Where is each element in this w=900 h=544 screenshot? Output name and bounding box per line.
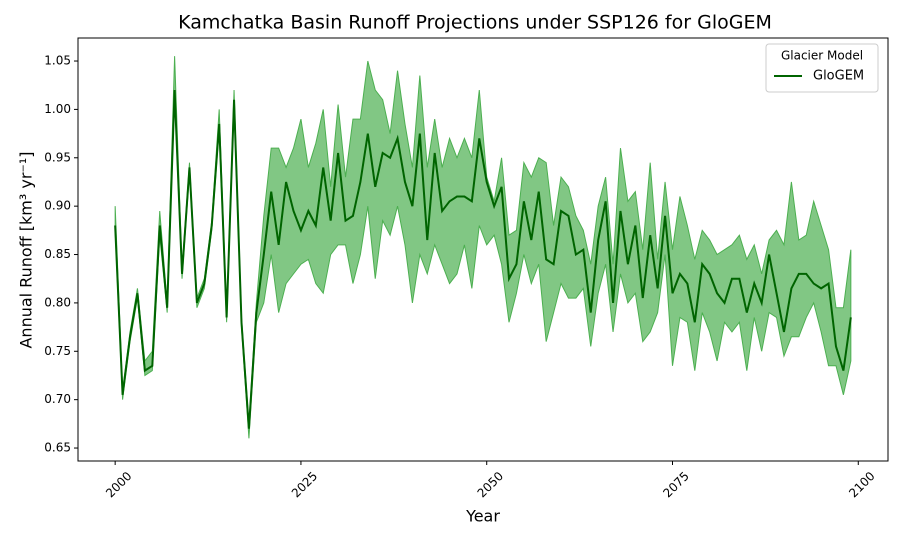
legend-box xyxy=(765,43,879,93)
line xyxy=(114,90,852,429)
legend-title: Glacier Model xyxy=(781,49,863,63)
uncertainty-band xyxy=(114,56,852,439)
y-axis-label: Annual Runoff [km³ yr⁻¹] xyxy=(17,151,36,348)
y-tick-label: 0.75 xyxy=(44,344,71,358)
y-tick-label: 1.00 xyxy=(44,102,71,116)
x-tick-label: 2075 xyxy=(660,469,691,500)
y-tick-label: 0.80 xyxy=(44,295,71,309)
x-tick-label: 2100 xyxy=(846,469,877,500)
x-tick-label: 2000 xyxy=(103,469,134,500)
y-tick-label: 0.95 xyxy=(44,150,71,164)
y-tick-label: 0.90 xyxy=(44,199,71,213)
x-axis-label: Year xyxy=(465,507,500,526)
chart-title: Kamchatka Basin Runoff Projections under… xyxy=(178,12,772,34)
y-tick-label: 0.85 xyxy=(44,247,71,261)
x-tick-label: 2050 xyxy=(475,469,506,500)
plot-frame xyxy=(77,37,889,462)
y-tick-label: 0.70 xyxy=(44,392,71,406)
legend-label: GloGEM xyxy=(813,69,864,84)
x-tick-label: 2025 xyxy=(289,469,320,500)
y-tick-label: 1.05 xyxy=(44,54,71,68)
y-tick-label: 0.65 xyxy=(44,441,71,455)
